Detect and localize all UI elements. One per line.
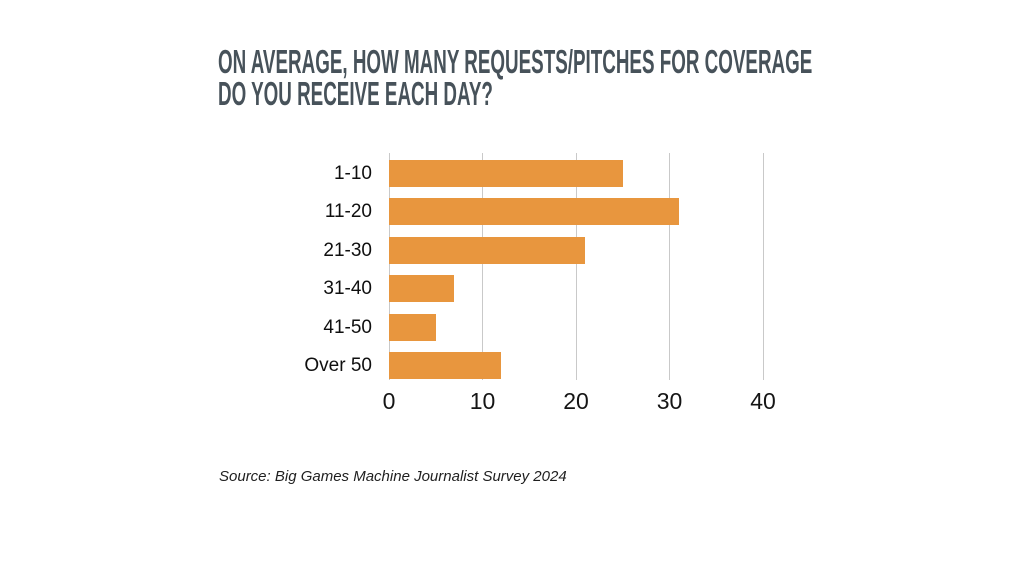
gridline-x-30 [669, 153, 670, 380]
bar [389, 275, 455, 302]
bar [389, 236, 586, 264]
gridline-x-20 [575, 153, 577, 380]
category-label: 21-30 [323, 239, 372, 261]
chart-title: ON AVERAGE, HOW MANY REQUESTS/PITCHES FO… [218, 43, 1024, 112]
gridline-x-10 [482, 153, 483, 380]
bar [389, 159, 623, 187]
category-label: Over 50 [304, 355, 372, 376]
category-label: 11-20 [324, 201, 372, 222]
chart-title-line1: ON AVERAGE, HOW MANY REQUESTS/PITCHES FO… [218, 43, 813, 80]
x-tick-label: 0 [382, 388, 396, 414]
gridline-x-0 [388, 153, 390, 380]
bar [389, 352, 502, 379]
category-label: 31-40 [323, 278, 372, 299]
bar [389, 313, 436, 341]
x-tick-label: 20 [563, 388, 589, 414]
category-label: 1-10 [333, 162, 372, 184]
gridline-x-40 [762, 153, 764, 380]
x-tick-label: 10 [469, 388, 496, 414]
category-label: 41-50 [323, 316, 372, 338]
source-caption: Source: Big Games Machine Journalist Sur… [219, 468, 567, 485]
x-tick-label: 30 [656, 388, 683, 414]
chart-title-line2: DO YOU RECEIVE EACH DAY? [218, 75, 493, 112]
x-tick-label: 40 [750, 388, 776, 414]
bar [389, 198, 679, 225]
